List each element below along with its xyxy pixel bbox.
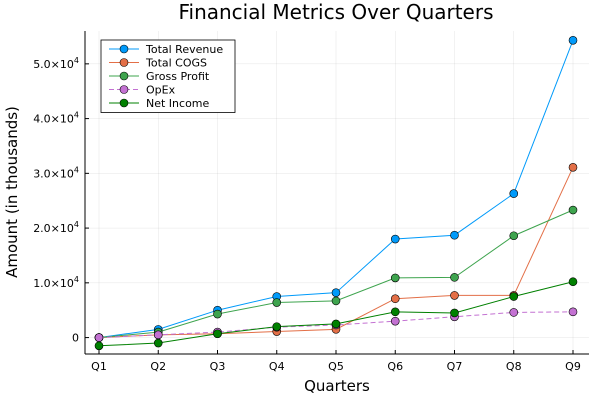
x-tick-label: Q1 [91, 360, 107, 373]
series-layer [94, 36, 578, 351]
legend-label: Total COGS [145, 57, 207, 70]
data-point [153, 338, 163, 348]
x-tick-label: Q2 [150, 360, 166, 373]
legend-label: Net Income [146, 97, 210, 110]
data-point [509, 231, 519, 241]
data-point [568, 36, 578, 45]
legend-marker [119, 58, 129, 67]
data-point [450, 308, 459, 318]
x-tick-label: Q8 [506, 360, 522, 373]
data-point [450, 291, 459, 300]
axis-layer: Q1 Q2 Q3 Q4 Q5 Q6 Q7 Q8 Q9 0 1.0×104 2.0×104 3.0×104… [33, 31, 589, 373]
y-tick-label: 3.0×104 [33, 165, 79, 180]
data-point [94, 333, 104, 342]
data-point [390, 234, 400, 244]
chart-title: Financial Metrics Over Quarters [178, 0, 493, 24]
x-tick-label: Q9 [565, 360, 581, 373]
data-point [568, 205, 578, 215]
data-point [568, 307, 578, 317]
data-point [509, 292, 519, 301]
legend-marker [119, 98, 129, 108]
data-point [509, 189, 519, 198]
x-tick-label: Q4 [269, 360, 285, 373]
data-point [450, 273, 459, 282]
x-axis-title: Quarters [304, 377, 370, 395]
data-point [331, 319, 341, 329]
data-point [213, 329, 222, 339]
x-tick-label: Q5 [328, 360, 344, 373]
data-point [390, 307, 400, 317]
legend-label: OpEx [146, 84, 176, 97]
legend-marker [119, 71, 129, 81]
data-point [568, 277, 578, 287]
data-point [272, 298, 282, 307]
data-point [272, 322, 282, 331]
data-point [153, 330, 163, 340]
legend-marker [119, 44, 129, 54]
data-point [390, 294, 400, 304]
data-point [331, 296, 341, 306]
x-tick-label: Q7 [447, 360, 463, 373]
data-point [331, 288, 341, 297]
y-tick-label: 2.0×104 [33, 220, 79, 235]
data-point [450, 230, 459, 240]
grid-layer [85, 31, 589, 354]
y-tick-label: 0 [72, 332, 79, 345]
legend-marker [119, 85, 129, 94]
legend-label: Total Revenue [145, 43, 223, 56]
y-axis-title: Amount (in thousands) [3, 106, 21, 278]
data-point [509, 308, 519, 317]
data-point [390, 273, 400, 283]
data-point [213, 309, 222, 319]
x-tick-label: Q6 [387, 360, 403, 373]
series-line [98, 311, 574, 339]
y-tick-label: 5.0×104 [33, 56, 79, 71]
legend-label: Gross Profit [146, 70, 210, 83]
data-point [568, 163, 578, 172]
x-tick-label: Q3 [210, 360, 226, 373]
data-point [390, 316, 400, 326]
data-point [94, 341, 104, 351]
y-tick-label: 4.0×104 [33, 111, 79, 126]
y-tick-label: 1.0×104 [33, 275, 79, 290]
